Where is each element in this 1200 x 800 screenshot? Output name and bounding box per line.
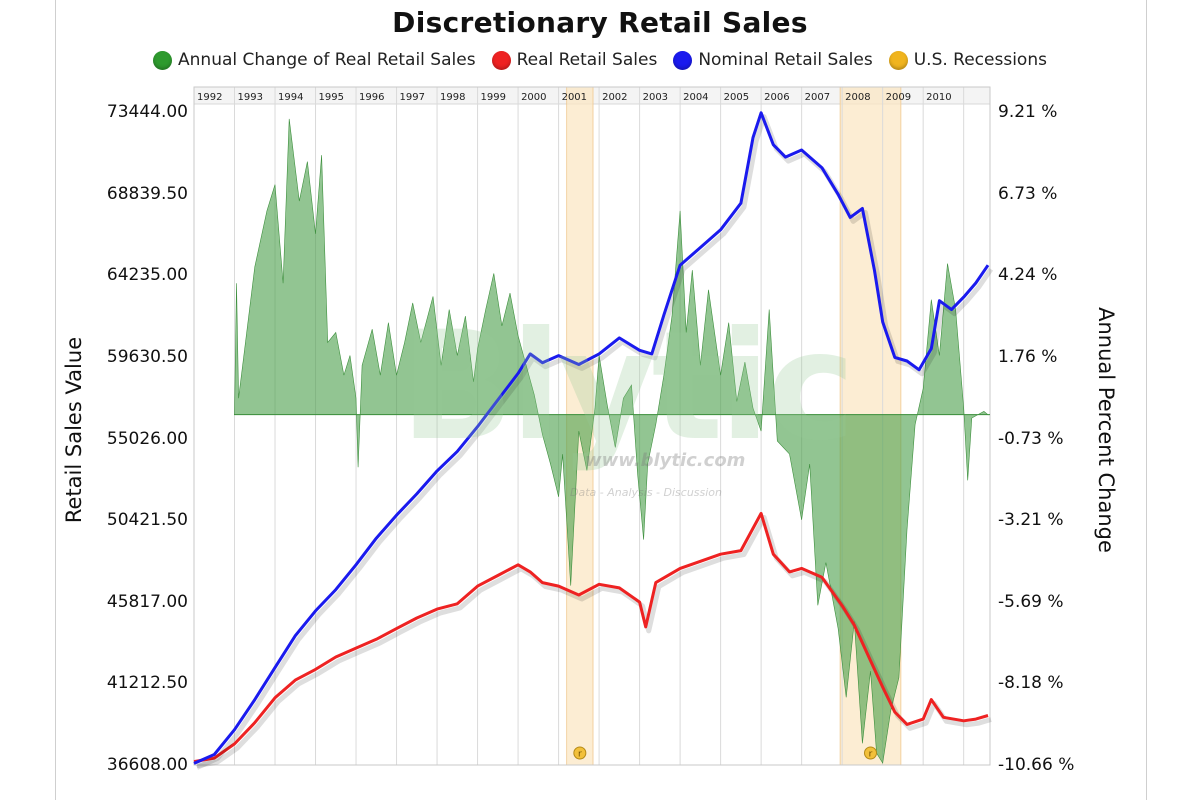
series-line-nominal-sales — [193, 111, 990, 765]
x-tick-label: 1995 — [319, 92, 344, 103]
legend-label: Nominal Retail Sales — [698, 50, 873, 70]
legend-swatch-green — [153, 50, 173, 70]
recession-marker-icon — [863, 746, 877, 760]
y-tick-label-left: 59630.50 — [106, 346, 188, 367]
x-tick-label: 1996 — [359, 92, 384, 103]
x-tick-label: 1999 — [481, 92, 506, 103]
x-tick-label: 2009 — [886, 92, 911, 103]
legend-label: U.S. Recessions — [913, 50, 1047, 70]
legend-swatch-red — [491, 50, 511, 70]
x-tick-label: 1992 — [197, 92, 222, 103]
y-tick-label-left: 50421.50 — [106, 510, 188, 531]
plot-border — [193, 86, 991, 766]
x-tick-label: 1998 — [440, 92, 465, 103]
series-area-annual-change — [234, 118, 989, 764]
legend-swatch-blue — [673, 50, 693, 70]
y-tick-label-right: -3.21 % — [998, 510, 1064, 531]
legend-label: Annual Change of Real Retail Sales — [178, 50, 476, 70]
y-tick-label-right: 6.73 % — [998, 183, 1058, 204]
y-tick-label-right: 9.21 % — [998, 102, 1058, 122]
y-tick-label-left: 64235.00 — [106, 265, 188, 286]
recession-marker-icon — [573, 746, 587, 760]
x-tick-label: 2008 — [845, 92, 870, 103]
x-tick-label: 2005 — [724, 92, 749, 103]
x-tick-label: 2003 — [643, 92, 668, 103]
y-tick-label-right: -5.69 % — [998, 591, 1064, 612]
legend-swatch-orange — [888, 50, 908, 70]
y-tick-label-right: -0.73 % — [998, 428, 1064, 449]
y-tick-label-left: 36608.00 — [106, 755, 188, 775]
chart-title: Discretionary Retail Sales — [392, 6, 808, 39]
x-tick-label: 2000 — [521, 92, 546, 103]
x-tick-label: 2006 — [764, 92, 789, 103]
legend-item-real-sales[interactable]: Real Retail Sales — [491, 50, 658, 70]
legend-item-annual-change[interactable]: Annual Change of Real Retail Sales — [153, 50, 476, 70]
y-tick-label-right: 4.24 % — [998, 265, 1058, 286]
y-tick-label-left: 68839.50 — [106, 183, 188, 204]
legend-item-recessions[interactable]: U.S. Recessions — [888, 50, 1047, 70]
y-tick-label-right: 1.76 % — [998, 346, 1058, 367]
legend-label: Real Retail Sales — [516, 50, 658, 70]
recession-marker-label: r — [578, 750, 582, 760]
x-tick-label: 1997 — [400, 92, 425, 103]
x-tick-label: 2001 — [562, 92, 587, 103]
y-tick-label-left: 73444.00 — [106, 102, 188, 122]
x-tick-label: 2002 — [602, 92, 627, 103]
series-line-nominal-sales-shadow — [195, 114, 994, 770]
series-line-real-sales — [193, 511, 989, 764]
x-tick-label: 2004 — [683, 92, 708, 103]
y-tick-label-left: 41212.50 — [106, 673, 188, 694]
x-tick-label: 1994 — [278, 92, 303, 103]
y-tick-label-right: -10.66 % — [998, 755, 1075, 775]
recession-marker-label: r — [869, 750, 873, 760]
x-tick-label: 2010 — [926, 92, 951, 103]
x-tick-label: 1993 — [238, 92, 263, 103]
legend-item-nominal-sales[interactable]: Nominal Retail Sales — [673, 50, 873, 70]
y-tick-label-right: -8.18 % — [998, 673, 1064, 694]
y-tick-label-left: 55026.00 — [106, 428, 188, 449]
chart-legend: Annual Change of Real Retail Sales Real … — [0, 50, 1200, 70]
x-tick-label: 2007 — [805, 92, 830, 103]
y-tick-label-left: 45817.00 — [106, 591, 188, 612]
